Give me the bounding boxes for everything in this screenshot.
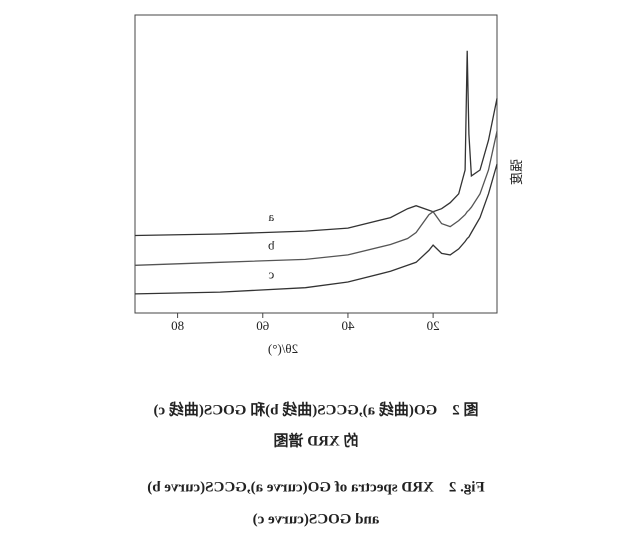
y-axis-label: 强度 bbox=[509, 159, 524, 185]
x-tick-label: 80 bbox=[171, 318, 184, 333]
x-tick-label: 20 bbox=[427, 318, 440, 333]
x-tick-label: 40 bbox=[341, 318, 354, 333]
series-label: a bbox=[268, 209, 274, 224]
caption-line: 图 2 GO(曲线 a),GCCS(曲线 b)和 GOCS(曲线 c) bbox=[154, 400, 479, 418]
series-line bbox=[134, 163, 498, 295]
caption-line: 的 XRD 谱图 bbox=[274, 431, 359, 449]
x-tick-label: 60 bbox=[256, 318, 269, 333]
caption-line: Fig. 2 XRD spectra of GO(curve a),GCCS(c… bbox=[147, 479, 484, 495]
x-axis-label: 2θ/(°) bbox=[268, 341, 298, 356]
series-label: b bbox=[268, 238, 275, 253]
series-label: c bbox=[268, 266, 274, 281]
series-line bbox=[134, 50, 498, 237]
plot-frame bbox=[134, 14, 498, 314]
caption-line: and GOCS(curve c) bbox=[253, 511, 380, 527]
series-line bbox=[134, 131, 498, 266]
figure: 2θ/(°) 强度 图 2 GO(曲线 a),GCCS(曲线 b)和 GOCS(… bbox=[134, 14, 524, 527]
